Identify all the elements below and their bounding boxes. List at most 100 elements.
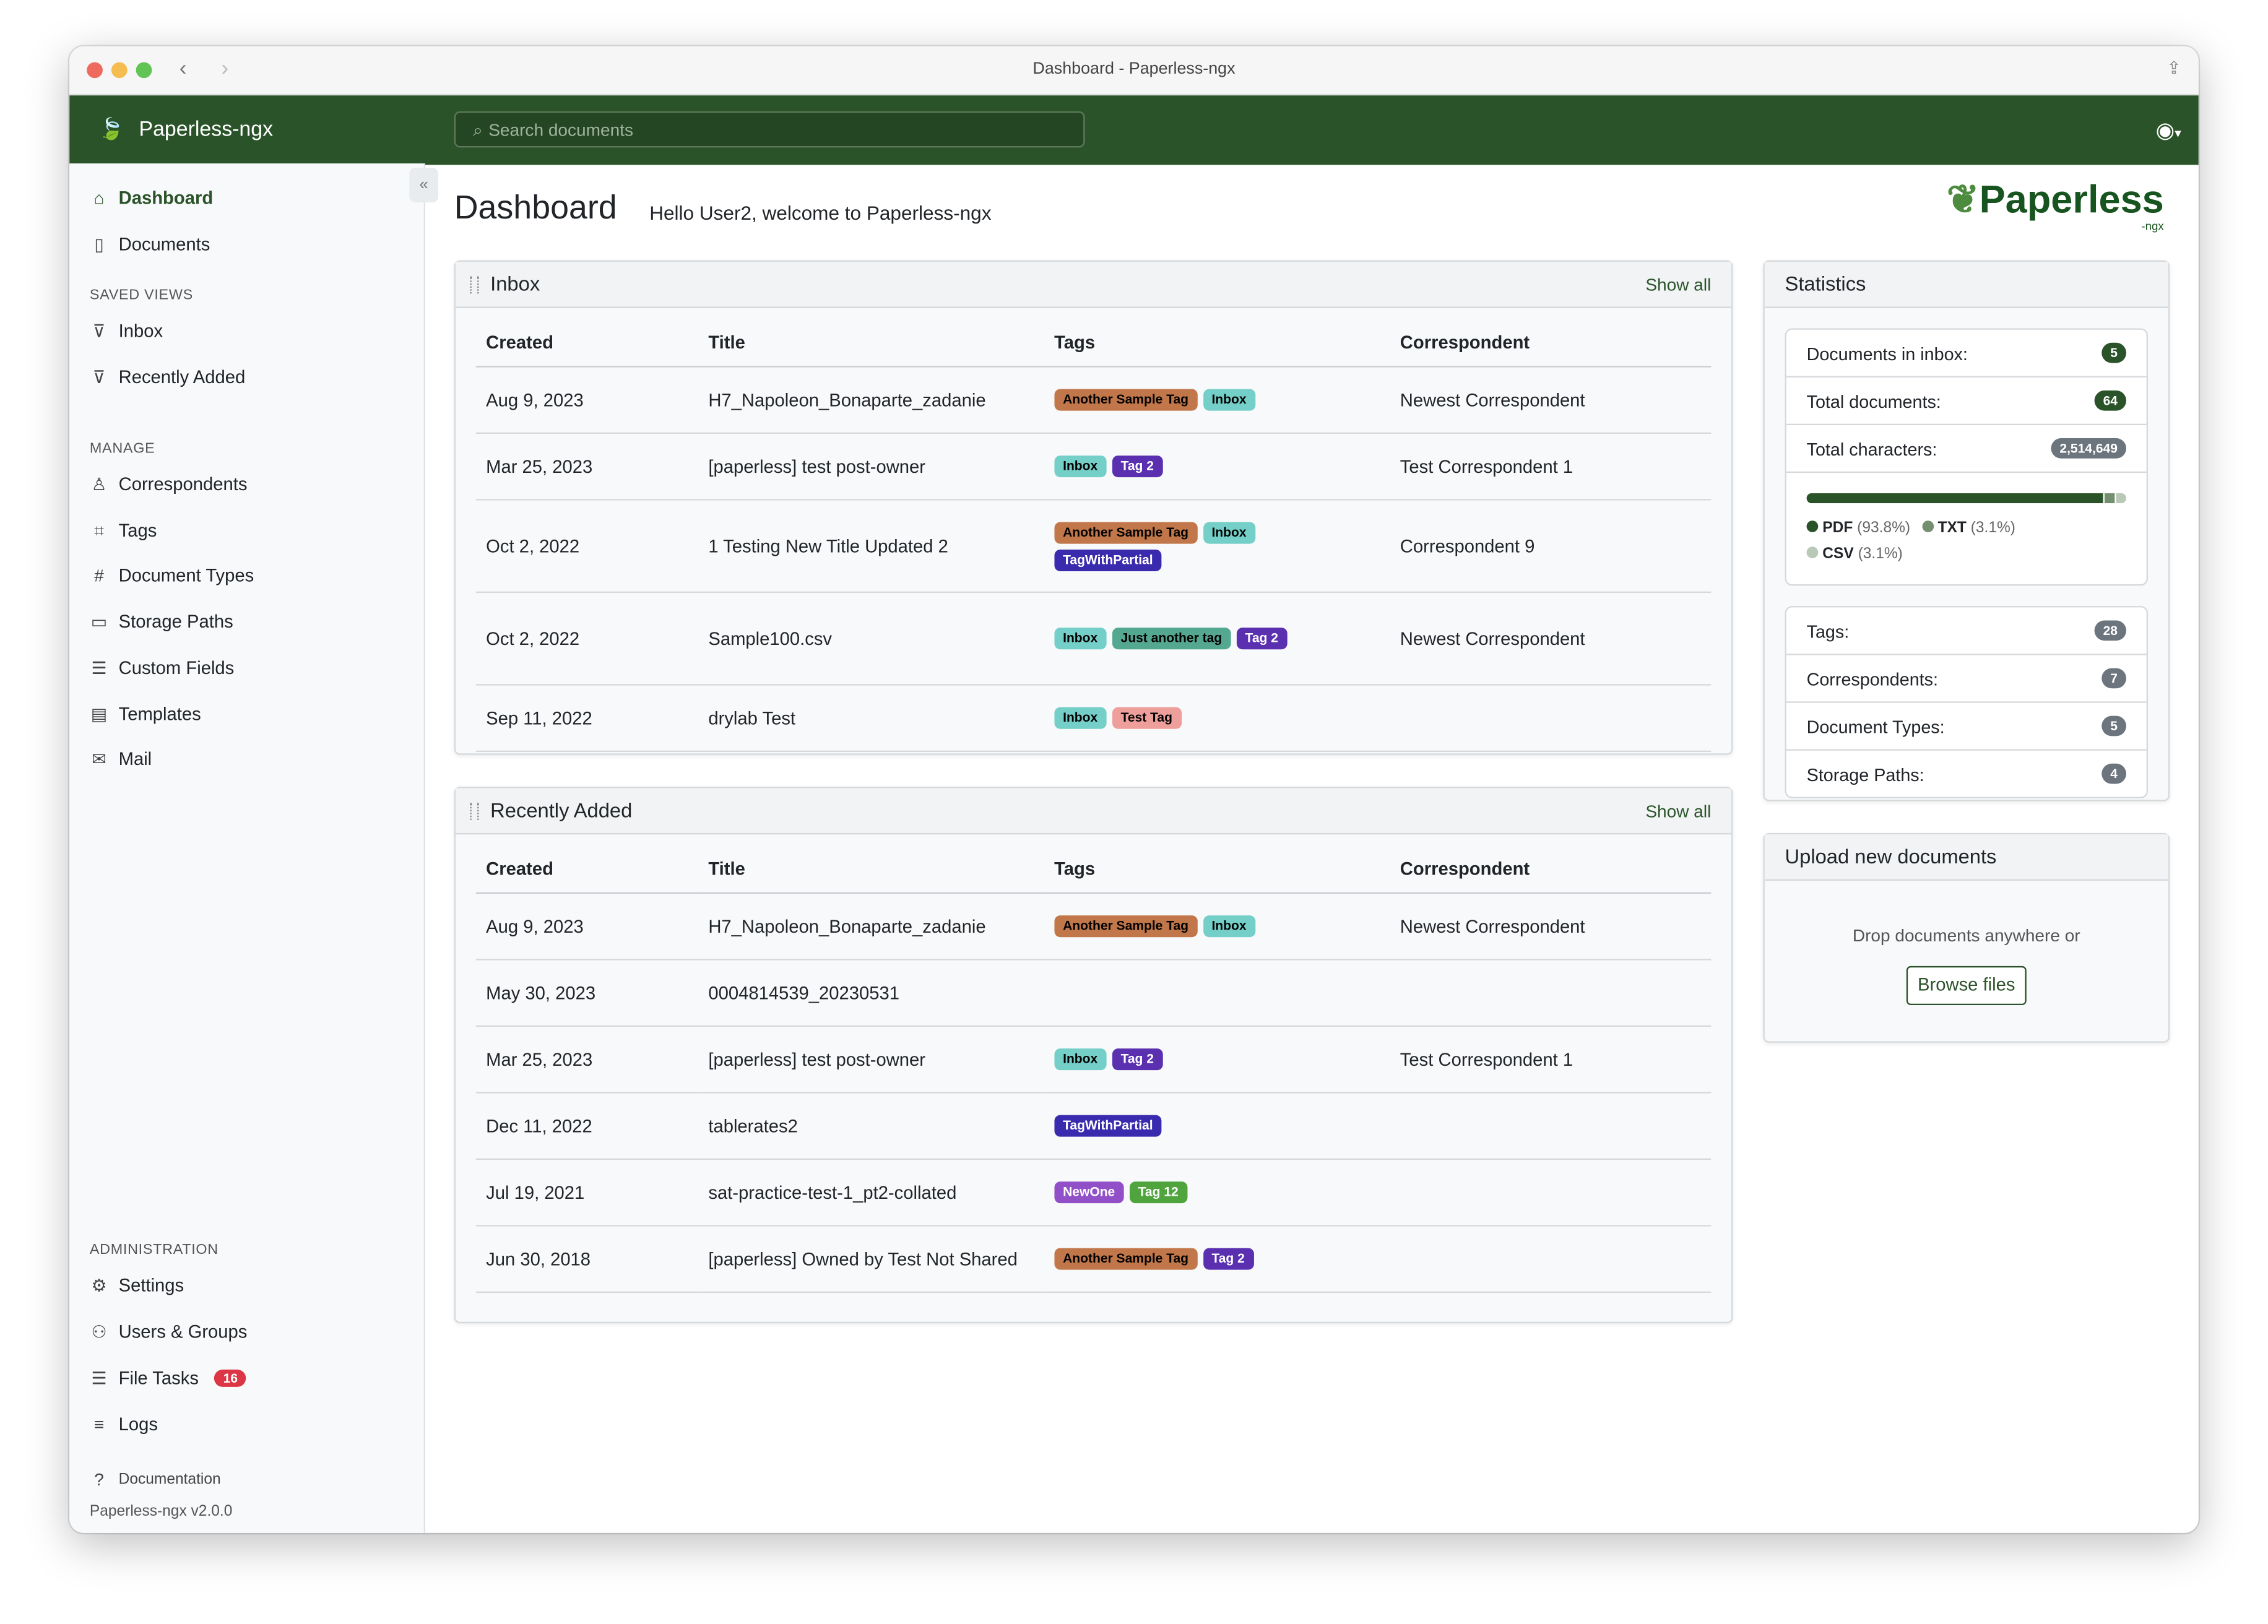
- stat-label: Total documents:: [1806, 392, 1941, 412]
- tag-badge[interactable]: Another Sample Tag: [1054, 1248, 1198, 1270]
- table-row[interactable]: Oct 2, 2022 Sample100.csv Inbox Just anothe…: [475, 592, 1712, 686]
- brand-link[interactable]: 🍃 Paperless-ngx: [98, 117, 273, 142]
- column-header-correspondent[interactable]: Correspondent: [1390, 852, 1712, 894]
- sidebar-item-documents[interactable]: ▯ Documents: [90, 235, 210, 255]
- search-input[interactable]: ⌕ Search documents: [454, 111, 1085, 148]
- sidebar-item-storage-paths[interactable]: ▭ Storage Paths: [90, 612, 233, 633]
- back-icon[interactable]: ‹: [179, 56, 187, 81]
- table-row[interactable]: Aug 9, 2023 H7_Napoleon_Bonaparte_zadanie…: [475, 892, 1712, 961]
- sidebar-item-correspondents[interactable]: ♙ Correspondents: [90, 474, 247, 495]
- tag-badge[interactable]: Inbox: [1203, 521, 1255, 543]
- column-header-created[interactable]: Created: [475, 325, 698, 368]
- tag-badge[interactable]: Tag 2: [1112, 456, 1162, 478]
- administration-heading: ADMINISTRATION: [89, 1242, 219, 1258]
- saved-views-heading: SAVED VIEWS: [89, 288, 193, 304]
- share-icon[interactable]: ⇪: [2166, 58, 2181, 79]
- sidebar-item-dashboard[interactable]: ⌂ Dashboard: [90, 188, 214, 209]
- sidebar-item-label: Mail: [118, 749, 152, 770]
- sidebar-item-settings[interactable]: ⚙ Settings: [90, 1276, 184, 1296]
- recent-show-all-link[interactable]: Show all: [1645, 801, 1712, 822]
- column-header-correspondent[interactable]: Correspondent: [1390, 325, 1712, 368]
- table-row[interactable]: Aug 9, 2023 H7_Napoleon_Bonaparte_zadanie…: [475, 366, 1712, 434]
- table-row[interactable]: Dec 11, 2022 tablerates2 TagWithPartial: [475, 1092, 1712, 1160]
- tag-badge[interactable]: Inbox: [1203, 915, 1255, 938]
- top-navbar: 🍃 Paperless-ngx ⌕ Search documents ◉▾: [69, 95, 2199, 165]
- browse-files-button[interactable]: Browse files: [1906, 965, 2027, 1006]
- drag-handle-icon[interactable]: [470, 802, 479, 820]
- tag-badge[interactable]: Just another tag: [1112, 628, 1231, 650]
- tag-badge[interactable]: Another Sample Tag: [1054, 521, 1198, 543]
- tag-badge[interactable]: Inbox: [1054, 628, 1107, 650]
- table-row[interactable]: May 30, 2023 0004814539_20230531: [475, 959, 1712, 1027]
- tag-badge[interactable]: Tag 12: [1129, 1181, 1187, 1204]
- column-header-tags[interactable]: Tags: [1044, 325, 1390, 368]
- sidebar-item-label: Storage Paths: [118, 611, 233, 633]
- tag-badge[interactable]: TagWithPartial: [1054, 1115, 1162, 1137]
- table-row[interactable]: Oct 2, 2022 1 Testing New Title Updated 2…: [475, 499, 1712, 594]
- stat-value-badge: 28: [2094, 620, 2126, 641]
- table-row[interactable]: Jul 19, 2021 sat-practice-test-1_pt2-coll…: [475, 1159, 1712, 1227]
- sidebar-item-inbox[interactable]: ⊽ Inbox: [90, 321, 163, 342]
- inbox-show-all-link[interactable]: Show all: [1645, 274, 1712, 295]
- file-type-segment-csv: [2116, 493, 2126, 504]
- document-stats: Documents in inbox: 5 Total documents: 64 To…: [1785, 328, 2149, 586]
- sidebar-item-recently-added[interactable]: ⊽ Recently Added: [90, 368, 245, 388]
- stat-row: Document Types: 5: [1786, 703, 2147, 751]
- sidebar-item-mail[interactable]: ✉ Mail: [90, 749, 152, 770]
- table-row[interactable]: Mar 25, 2023 [paperless] test post-owner I…: [475, 433, 1712, 501]
- tag-badge[interactable]: Tag 2: [1203, 1248, 1253, 1270]
- maximize-window-button[interactable]: [136, 62, 152, 79]
- sidebar-item-document-types[interactable]: # Document Types: [90, 566, 254, 587]
- table-row[interactable]: Jun 30, 2018 [paperless] Owned by Test No…: [475, 1225, 1712, 1294]
- tag-badge[interactable]: Inbox: [1054, 707, 1107, 729]
- legend-dot-icon: [1806, 520, 1819, 532]
- title-cell[interactable]: Sample100.csv: [698, 592, 1044, 686]
- drag-handle-icon[interactable]: [470, 276, 479, 294]
- tag-badge[interactable]: Test Tag: [1112, 707, 1181, 729]
- title-cell[interactable]: [paperless] test post-owner: [698, 1026, 1044, 1094]
- sidebar-item-logs[interactable]: ≡ Logs: [90, 1414, 158, 1435]
- close-window-button[interactable]: [87, 62, 103, 79]
- column-header-title[interactable]: Title: [698, 852, 1044, 894]
- sidebar-item-file-tasks[interactable]: ☰ File Tasks 16: [90, 1368, 247, 1388]
- tag-badge[interactable]: Inbox: [1054, 1048, 1107, 1071]
- tag-badge[interactable]: TagWithPartial: [1054, 548, 1162, 571]
- title-cell[interactable]: H7_Napoleon_Bonaparte_zadanie: [698, 892, 1044, 961]
- collapse-sidebar-button[interactable]: «: [409, 168, 439, 203]
- tag-badge[interactable]: Another Sample Tag: [1054, 389, 1198, 411]
- forward-icon[interactable]: ›: [221, 56, 229, 81]
- title-cell[interactable]: [paperless] Owned by Test Not Shared: [698, 1225, 1044, 1294]
- title-cell[interactable]: tablerates2: [698, 1092, 1044, 1160]
- title-cell[interactable]: 1 Testing New Title Updated 2: [698, 499, 1044, 594]
- tag-badge[interactable]: NewOne: [1054, 1181, 1124, 1204]
- tags-icon: ⌗: [94, 520, 104, 541]
- tag-badge[interactable]: Another Sample Tag: [1054, 915, 1198, 938]
- column-header-created[interactable]: Created: [475, 852, 698, 894]
- minimize-window-button[interactable]: [111, 62, 128, 79]
- sidebar-item-custom-fields[interactable]: ☰ Custom Fields: [90, 658, 234, 678]
- file-type-percent: (3.1%): [1970, 519, 2015, 537]
- documentation-link[interactable]: ? Documentation: [90, 1469, 220, 1490]
- tag-badge[interactable]: Tag 2: [1112, 1048, 1162, 1071]
- table-row[interactable]: Sep 11, 2022 drylab Test Inbox Test Tag: [475, 685, 1712, 753]
- tag-badge[interactable]: Inbox: [1203, 389, 1255, 411]
- column-header-tags[interactable]: Tags: [1044, 852, 1390, 894]
- title-cell[interactable]: drylab Test: [698, 685, 1044, 753]
- title-cell[interactable]: 0004814539_20230531: [698, 959, 1044, 1027]
- correspondent-cell: Test Correspondent 1: [1390, 433, 1712, 501]
- sidebar-item-templates[interactable]: ▤ Templates: [90, 704, 201, 724]
- stat-row: Tags: 28: [1786, 607, 2147, 655]
- column-header-title[interactable]: Title: [698, 325, 1044, 368]
- sidebar-item-users-groups[interactable]: ⚇ Users & Groups: [90, 1321, 247, 1342]
- user-menu-button[interactable]: ◉▾: [2156, 117, 2181, 144]
- sidebar-item-tags[interactable]: ⌗ Tags: [90, 520, 157, 542]
- title-cell[interactable]: sat-practice-test-1_pt2-collated: [698, 1159, 1044, 1227]
- people-icon: ⚇: [91, 1321, 107, 1342]
- title-cell[interactable]: H7_Napoleon_Bonaparte_zadanie: [698, 366, 1044, 434]
- title-cell[interactable]: [paperless] test post-owner: [698, 433, 1044, 501]
- tag-badge[interactable]: Inbox: [1054, 456, 1107, 478]
- table-row[interactable]: Mar 25, 2023 [paperless] test post-owner I…: [475, 1026, 1712, 1094]
- tag-badge[interactable]: Tag 2: [1236, 628, 1287, 650]
- created-cell: Oct 2, 2022: [475, 592, 698, 686]
- file-type-percent: (3.1%): [1858, 545, 1903, 563]
